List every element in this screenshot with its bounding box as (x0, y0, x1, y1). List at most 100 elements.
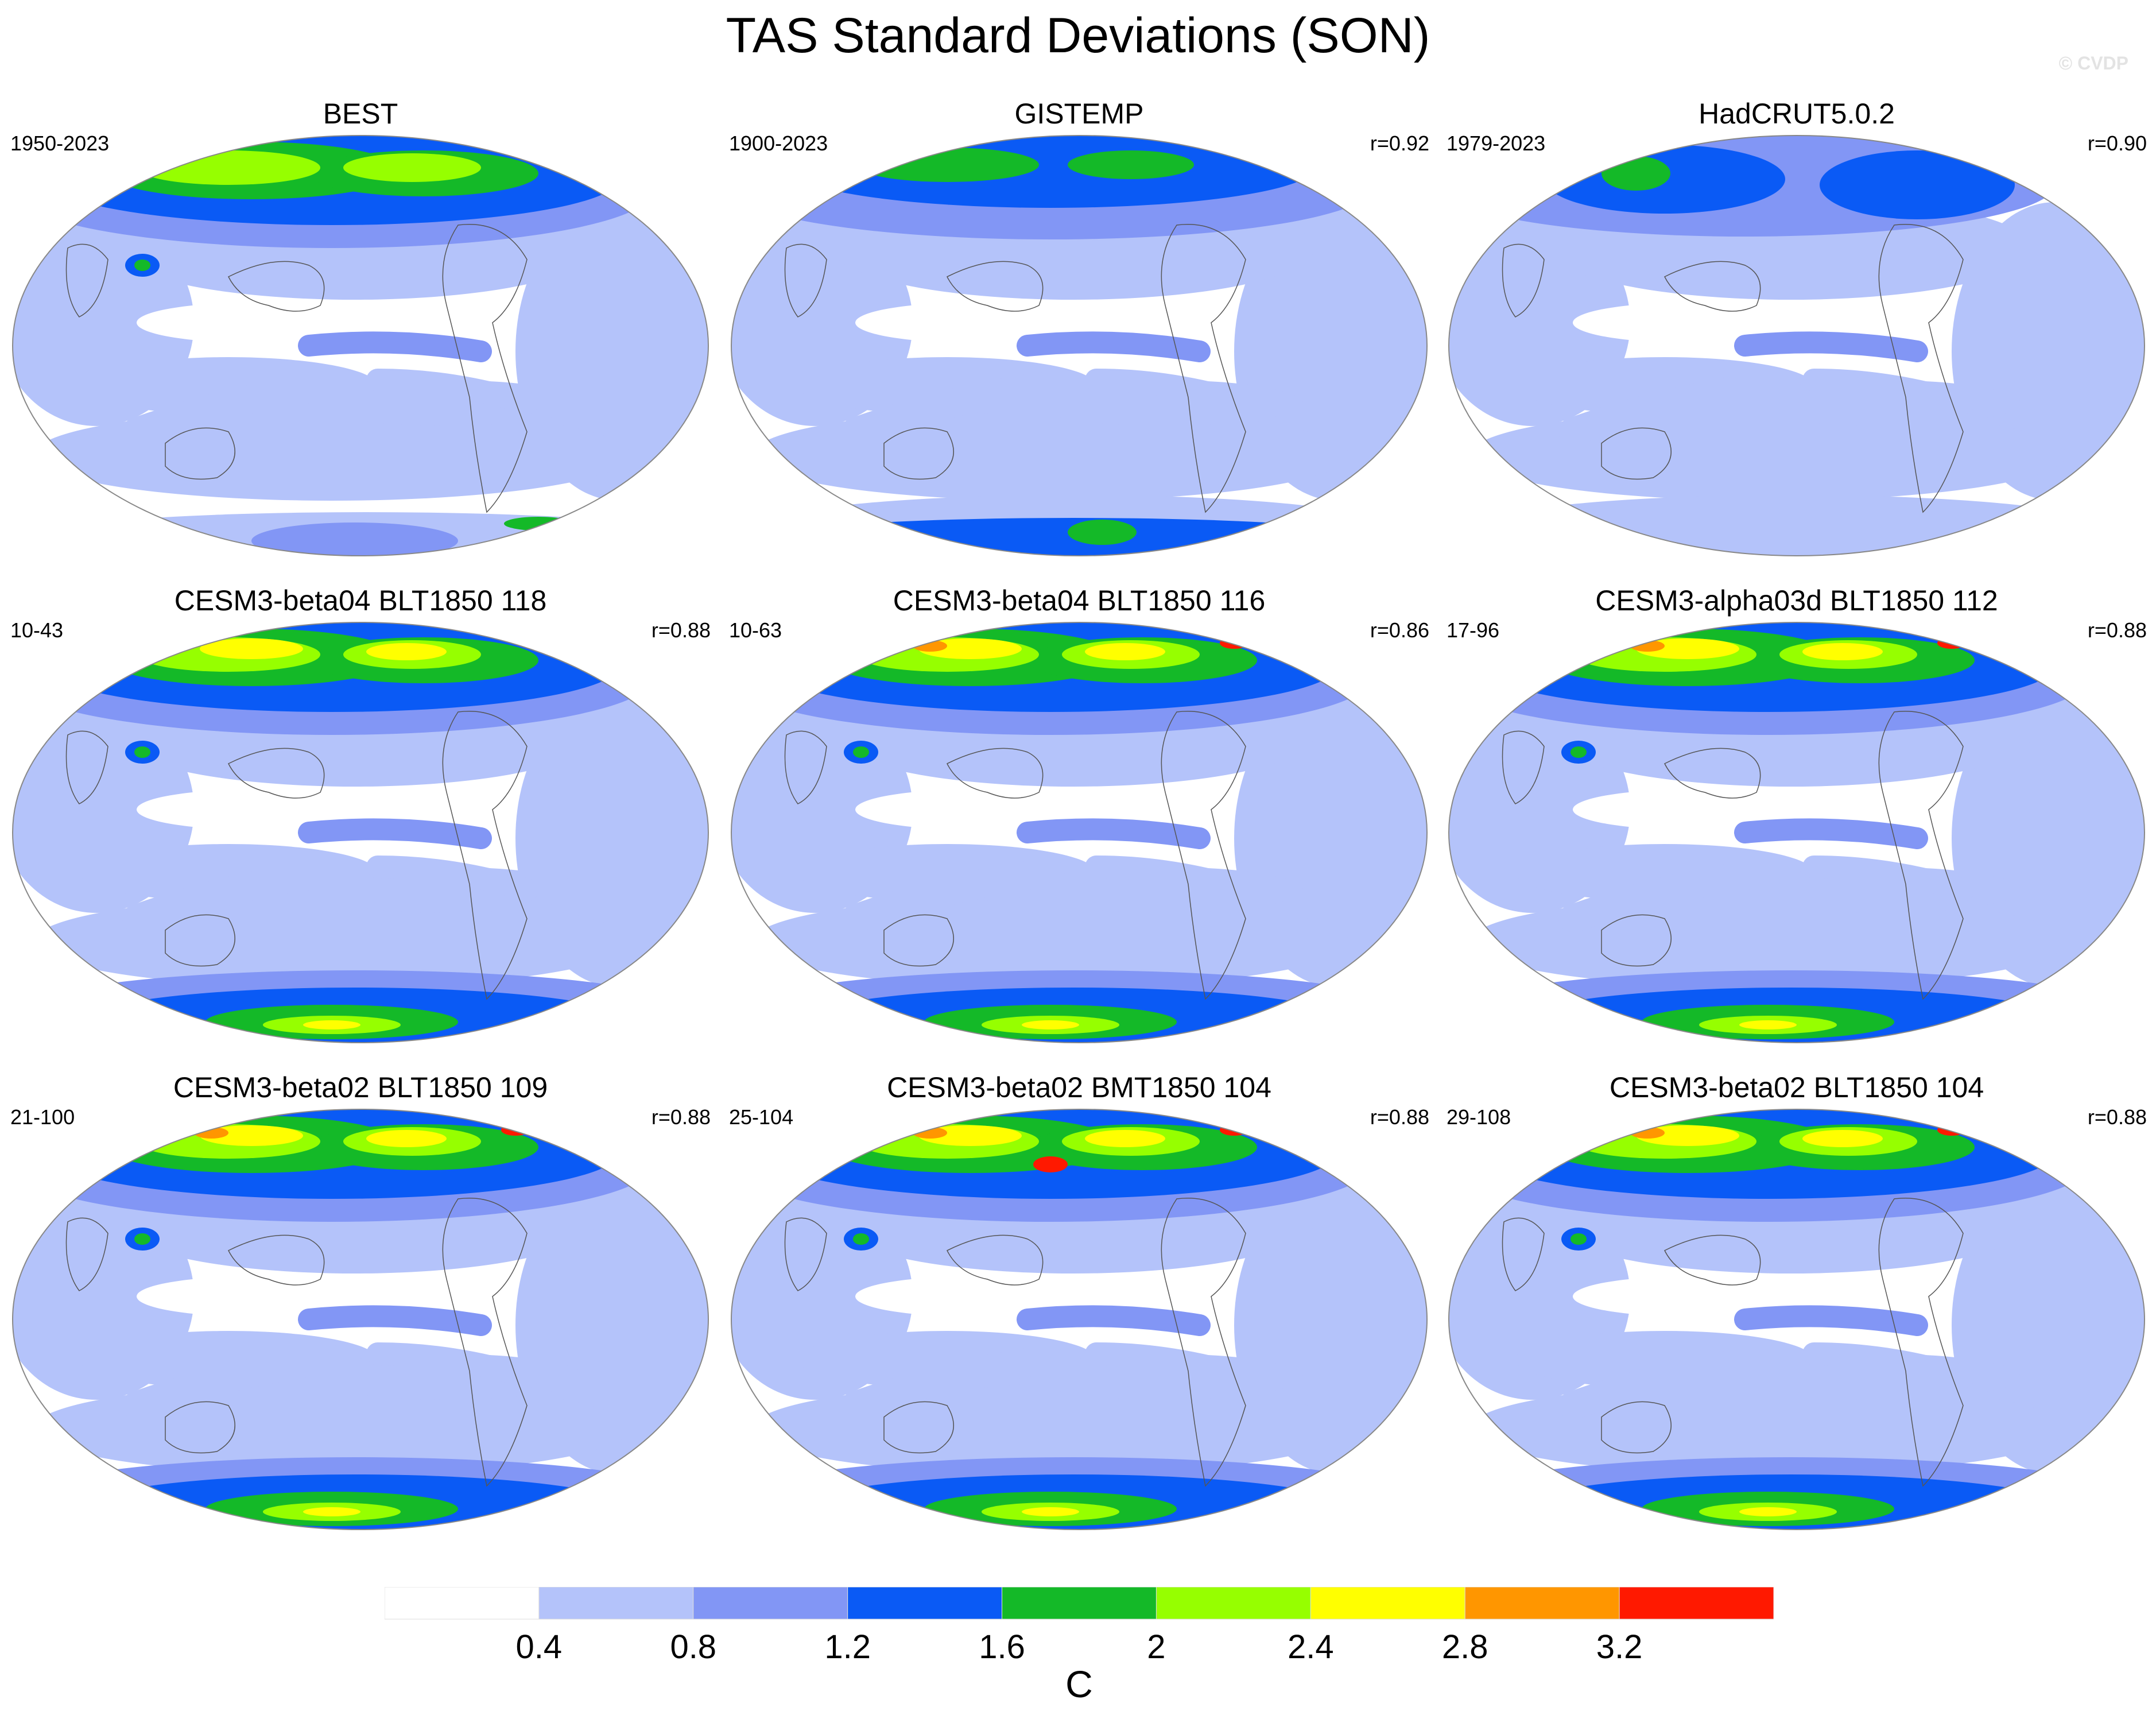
field-patch (515, 689, 708, 988)
field-band (841, 858, 1065, 933)
field-gap (1573, 789, 1802, 830)
field-gap (1573, 1276, 1802, 1317)
field-band (841, 371, 1065, 446)
coastline (165, 914, 235, 967)
coastline (1601, 914, 1672, 967)
figure-title: TAS Standard Deviations (SON) (726, 8, 1430, 63)
map-panel (1448, 622, 2145, 1043)
colorbar-tick-label: 0.4 (515, 1628, 563, 1666)
map-field (1449, 622, 2145, 1043)
field-band (1085, 856, 1257, 901)
tropical-band (1017, 331, 1211, 362)
map-panel (1448, 135, 2145, 556)
map-panel (12, 1109, 709, 1530)
panel-period: 29-108 (1447, 1105, 1511, 1129)
arctic-field (137, 150, 320, 185)
field-patch (33, 409, 630, 501)
coastline (1878, 224, 1964, 513)
tropical-band (298, 1305, 492, 1336)
panel-correlation: r=0.88 (2087, 618, 2147, 642)
arctic-field (1602, 156, 1670, 191)
map-panel (12, 622, 709, 1043)
arctic-field (366, 1130, 447, 1147)
map-field (1449, 136, 2145, 556)
panel-title: CESM3-alpha03d BLT1850 112 (1595, 584, 1998, 617)
field-patch (1469, 409, 2066, 501)
panel-correlation: r=0.88 (651, 1105, 711, 1129)
tibet-patch (853, 746, 869, 758)
tropical-band (1017, 818, 1211, 849)
field-band (1085, 1342, 1257, 1388)
field-patch (515, 1176, 708, 1474)
arctic-field (1802, 643, 1883, 660)
colorbar-box (384, 1586, 540, 1620)
colorbar-unit: C (1065, 1663, 1093, 1705)
map-outline (731, 1109, 1428, 1530)
coastline (1663, 748, 1761, 799)
antarctic-field (1022, 1020, 1079, 1029)
coastline (1878, 1198, 1964, 1487)
tibet-patch (134, 260, 150, 271)
field-band (1085, 369, 1257, 415)
panel-period: 1979-2023 (1447, 131, 1546, 155)
coastline (65, 243, 108, 318)
tropical-band (1734, 331, 1928, 362)
antarctic-field (752, 518, 1395, 556)
cvdp-watermark: © CVDP (2058, 53, 2128, 73)
arctic-field (1802, 1130, 1883, 1147)
map-outline (1448, 622, 2145, 1043)
coastline (1663, 1234, 1761, 1286)
panel-title: CESM3-beta02 BMT1850 104 (887, 1071, 1271, 1104)
coastline (227, 748, 325, 799)
tropical-band (1734, 818, 1928, 849)
panel-period: 10-63 (729, 618, 782, 642)
antarctic-field (1739, 1020, 1797, 1029)
field-band (366, 856, 538, 901)
colorbar-tick-label: 1.2 (824, 1628, 871, 1666)
field-gap (137, 789, 366, 830)
tropical-band (298, 818, 492, 849)
map-field (13, 622, 708, 1043)
colorbar-tick-label: 2.8 (1441, 1628, 1488, 1666)
colorbar-ticks: 0.4 0.8 1.2 1.6 2 2.4 2.8 3.2 (385, 1624, 1774, 1670)
coastline (883, 427, 954, 480)
coastline (784, 1217, 827, 1291)
field-band (1802, 1342, 1975, 1388)
colorbar-box (693, 1586, 848, 1620)
field-band (1802, 856, 1975, 901)
panel-correlation: r=0.86 (1370, 618, 1429, 642)
map-field (13, 1109, 708, 1530)
antarctic-field (303, 1020, 360, 1029)
field-patch (515, 202, 708, 501)
field-patch (1952, 1176, 2145, 1474)
tibet-patch (1571, 746, 1587, 758)
field-band (366, 1342, 538, 1388)
arctic-field (1085, 1130, 1165, 1147)
coastline (1161, 711, 1246, 1000)
coastline (1601, 1401, 1672, 1454)
field-patch (752, 409, 1349, 501)
colorbar-box (1002, 1586, 1157, 1620)
field-band (122, 1345, 346, 1420)
panel-period: 1900-2023 (729, 131, 828, 155)
map-outline (12, 622, 709, 1043)
coastline (1601, 427, 1672, 480)
arctic-field (1820, 150, 2015, 219)
colorbar-tick-label: 2 (1147, 1628, 1166, 1666)
colorbar-box (1619, 1586, 1774, 1620)
map-outline (12, 1109, 709, 1530)
field-patch (1234, 689, 1427, 988)
coastline (883, 1401, 954, 1454)
field-band (1802, 369, 1975, 415)
colorbar-box (847, 1586, 1003, 1620)
arctic-field (1085, 643, 1165, 660)
map-field (731, 1109, 1427, 1530)
arctic-field (1033, 1156, 1068, 1172)
map-field (731, 136, 1427, 556)
colorbar-box (538, 1586, 694, 1620)
panel-period: 17-96 (1447, 618, 1500, 642)
field-gap (1573, 303, 1802, 343)
map-panel (731, 622, 1428, 1043)
coastline (946, 261, 1044, 312)
panel-period: 25-104 (729, 1105, 794, 1129)
